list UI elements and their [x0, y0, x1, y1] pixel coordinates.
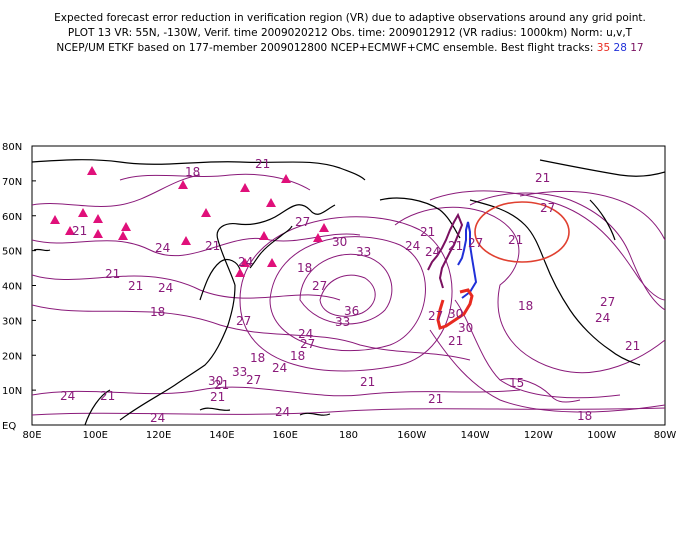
contour-value-label: 21 — [105, 267, 120, 281]
contour-value-label: 27 — [468, 236, 483, 250]
contour-value-label: 36 — [344, 304, 359, 318]
y-tick-label: 40N — [2, 282, 22, 293]
contour-value-label: 21 — [508, 233, 523, 247]
contour-value-label: 24 — [595, 311, 610, 325]
contour-value-label: 21 — [128, 279, 143, 293]
contour-value-label: 27 — [246, 373, 261, 387]
flight-track-blue — [457, 221, 478, 299]
contour-value-label: 15 — [509, 376, 524, 390]
contour-value-label: 21 — [420, 225, 435, 239]
x-tick-label: 120W — [524, 430, 553, 441]
contour-value-label: 24 — [150, 411, 165, 425]
flight-track-red — [436, 288, 474, 330]
contour-value-label: 27 — [300, 337, 315, 351]
verification-region-circle — [474, 201, 570, 263]
contour-value-label: 24 — [155, 241, 170, 255]
track-red-count: 35 — [596, 42, 611, 54]
contour-value-label: 21 — [448, 239, 463, 253]
contour-value-label: 21 — [72, 224, 87, 238]
x-axis-labels: 80E 100E 120E 140E 160E 180 160W 140W 120W 100W 80… — [22, 430, 676, 441]
x-tick-label: 100E — [83, 430, 108, 441]
contour-value-label: 33 — [356, 245, 371, 259]
contour-value-label: 18 — [250, 351, 265, 365]
contour-value-label: 27 — [540, 201, 555, 215]
raob-station-triangles — [50, 166, 329, 277]
title-line-3: NCEP/UM ETKF based on 177-member 2009012… — [0, 42, 700, 54]
contour-value-label: 21 — [255, 157, 270, 171]
contour-value-label: 30 — [208, 374, 223, 388]
y-tick-label: 20N — [2, 351, 22, 362]
y-tick-label: 50N — [2, 247, 22, 258]
contour-value-label: 24 — [272, 361, 287, 375]
contour-value-label: 18 — [290, 349, 305, 363]
contour-value-label: 21 — [205, 239, 220, 253]
contour-value-label: 18 — [518, 299, 533, 313]
contour-value-label: 21 — [535, 171, 550, 185]
contour-value-label: 27 — [428, 309, 443, 323]
x-tick-label: 140W — [461, 430, 490, 441]
title-line-2: PLOT 13 VR: 55N, -130W, Verif. time 2009… — [67, 27, 633, 39]
flight-track-purple — [427, 212, 464, 289]
contour-value-label: 21 — [210, 390, 225, 404]
y-tick-label: 70N — [2, 177, 22, 188]
contour-value-label: 24 — [298, 327, 313, 341]
contour-value-label: 24 — [275, 405, 290, 419]
contour-value-label: 21 — [428, 392, 443, 406]
x-tick-label: 100W — [587, 430, 616, 441]
x-tick-label: 160W — [397, 430, 426, 441]
contour-value-label: 21 — [360, 375, 375, 389]
title-line-1: Expected forecast error reduction in ver… — [54, 12, 646, 24]
coastlines — [32, 159, 665, 425]
contour-value-label: 30 — [458, 321, 473, 335]
contour-value-label: 30 — [448, 307, 463, 321]
y-tick-label: 80N — [2, 142, 22, 153]
contour-value-label: 21 — [214, 378, 229, 392]
contour-value-label: 27 — [295, 215, 310, 229]
y-tick-label: 60N — [2, 212, 22, 223]
contour-value-label: 27 — [600, 295, 615, 309]
contour-value-label: 24 — [405, 239, 420, 253]
x-tick-label: 80W — [654, 430, 677, 441]
contour-value-label: 27 — [312, 279, 327, 293]
y-axis-labels: 80N 70N 60N 50N 40N 30N 20N 10N EQ — [2, 142, 36, 432]
contour-value-label: 24 — [238, 255, 253, 269]
contour-value-label: 24 — [158, 281, 173, 295]
x-tick-label: 160E — [272, 430, 297, 441]
contour-value-label: 33 — [232, 365, 247, 379]
contour-value-label: 24 — [425, 245, 440, 259]
contour-value-label: 21 — [625, 339, 640, 353]
y-tick-label: 30N — [2, 316, 22, 327]
contour-value-label: 18 — [185, 165, 200, 179]
contour-value-label: 18 — [150, 305, 165, 319]
contour-value-label: 21 — [448, 334, 463, 348]
y-tick-label: EQ — [2, 421, 16, 432]
y-tick-label: 10N — [2, 386, 22, 397]
map-frame — [31, 145, 666, 426]
x-tick-label: 80E — [22, 430, 41, 441]
contour-value-label: 30 — [332, 235, 347, 249]
track-blue-count: 28 — [613, 42, 627, 54]
contour-value-label: 18 — [577, 409, 592, 423]
contour-value-label: 27 — [236, 314, 251, 328]
title-line-3-prefix: NCEP/UM ETKF based on 177-member 2009012… — [56, 42, 594, 54]
contour-value-label: 33 — [335, 315, 350, 329]
track-purple-count: 17 — [630, 42, 644, 54]
contour-value-label: 21 — [100, 389, 115, 403]
contour-value-label: 24 — [60, 389, 75, 403]
x-tick-label: 180 — [339, 430, 358, 441]
x-tick-label: 140E — [209, 430, 234, 441]
x-tick-label: 120E — [146, 430, 171, 441]
contour-value-label: 18 — [297, 261, 312, 275]
